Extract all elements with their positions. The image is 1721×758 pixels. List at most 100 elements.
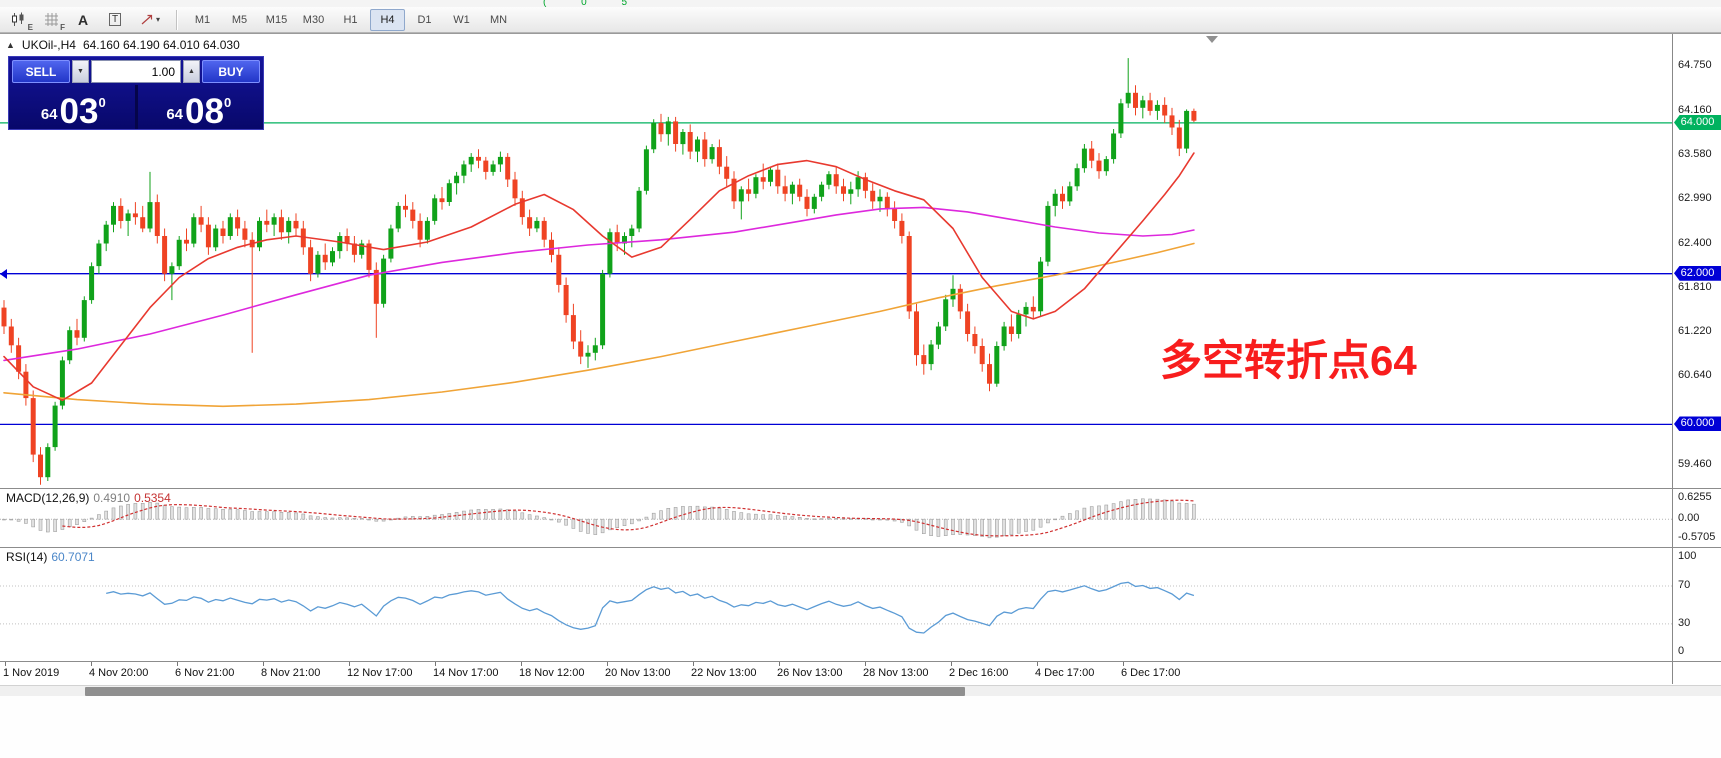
timeframe-button-m1[interactable]: M1 xyxy=(194,13,211,26)
chevron-down-icon: ▾ xyxy=(155,15,160,24)
sell-price-prefix: 64 xyxy=(40,106,58,123)
timeframe-button-w1[interactable]: W1 xyxy=(453,13,470,26)
macd-main-value: 0.4910 xyxy=(93,491,131,505)
time-axis-label: 20 Nov 13:00 xyxy=(605,667,671,679)
timeframe-button-h1[interactable]: H1 xyxy=(343,13,358,26)
timeframe-button-h4[interactable]: H4 xyxy=(370,8,405,31)
time-axis-tick xyxy=(693,662,694,666)
grid-glyph-icon xyxy=(44,13,58,26)
price-axis-label: 61.220 xyxy=(1678,325,1712,338)
macd-signal-value: 0.5354 xyxy=(134,491,171,505)
clipped-toolbar-row: ( 0 5 xyxy=(0,0,1721,7)
time-axis-label: 22 Nov 13:00 xyxy=(691,667,757,679)
time-axis-label: 12 Nov 17:00 xyxy=(347,667,413,679)
time-axis-label: 6 Dec 17:00 xyxy=(1121,667,1181,679)
time-axis-label: 6 Nov 21:00 xyxy=(175,667,235,679)
volume-input[interactable] xyxy=(91,60,181,83)
time-axis-label: 8 Nov 21:00 xyxy=(261,667,321,679)
rsi-panel-splitter[interactable] xyxy=(0,547,1721,548)
time-axis-tick xyxy=(607,662,608,666)
arrows-dropdown-button[interactable]: ▾ xyxy=(132,8,168,31)
price-axis[interactable]: 64.750 64.160 63.580 62.990 62.400 61.810 61.2… xyxy=(1672,34,1721,684)
time-axis-tick xyxy=(349,662,350,666)
chart-type-icon[interactable]: E xyxy=(4,8,34,32)
rsi-axis-label: 0 xyxy=(1678,645,1685,658)
time-axis-tick xyxy=(1037,662,1038,666)
price-level-tag: 64.000 xyxy=(1674,114,1721,130)
price-axis-label: 64.160 xyxy=(1678,103,1712,116)
text-tool-icon[interactable]: A xyxy=(68,8,98,31)
price-axis-label: 64.750 xyxy=(1678,59,1712,72)
sell-price-display[interactable]: 64 03 0 xyxy=(12,85,135,129)
rsi-value: 60.7071 xyxy=(51,550,95,564)
rsi-axis-label: 70 xyxy=(1678,578,1691,591)
icon-sub-label: F xyxy=(60,23,65,32)
one-click-collapse-button[interactable]: ▲ xyxy=(6,40,15,50)
main-price-chart-canvas[interactable] xyxy=(0,34,1672,487)
time-axis-tick xyxy=(779,662,780,666)
time-axis-tick xyxy=(91,662,92,666)
time-axis-tick xyxy=(521,662,522,666)
time-axis-tick xyxy=(951,662,952,666)
time-axis-label: 14 Nov 17:00 xyxy=(433,667,499,679)
icon-sub-label: E xyxy=(27,23,33,32)
letter-a-icon: A xyxy=(77,11,89,28)
timeframe-toolbar: M1 M5 M15 M30 H1 H4 D1 W1 MN xyxy=(184,8,517,31)
price-divider xyxy=(134,85,138,129)
sell-price-pip-digit: 0 xyxy=(98,95,106,110)
price-axis-label: 61.810 xyxy=(1678,281,1712,293)
chart-title: ▲ UKOil-,H4 64.160 64.190 64.010 64.030 xyxy=(6,38,240,52)
time-axis-label: 2 Dec 16:00 xyxy=(949,667,1009,679)
macd-label: MACD(12,26,9) 0.4910 0.5354 xyxy=(6,491,171,505)
volume-increase-button[interactable]: ▲ xyxy=(183,60,200,83)
sell-price-big-digits: 03 xyxy=(59,92,99,132)
chart-shift-marker-icon xyxy=(1206,36,1218,43)
toolbar-separator xyxy=(176,9,178,30)
rsi-axis-label: 100 xyxy=(1678,550,1697,563)
buy-button[interactable]: BUY xyxy=(202,60,260,83)
macd-axis-label: -0.5705 xyxy=(1678,531,1716,544)
level-line-anchor-icon xyxy=(0,269,7,279)
trade-controls-row: SELL ▼ ▲ BUY xyxy=(12,60,260,83)
time-axis-tick xyxy=(5,662,6,666)
symbol-period-label: UKOil-,H4 xyxy=(21,38,76,52)
timeframe-button-m15[interactable]: M15 xyxy=(265,13,288,26)
time-axis[interactable]: 1 Nov 2019 4 Nov 20:00 6 Nov 21:00 8 Nov 21… xyxy=(0,662,1672,684)
price-level-tag: 62.000 xyxy=(1674,265,1721,281)
buy-price-display[interactable]: 64 08 0 xyxy=(138,85,261,129)
time-axis-tick xyxy=(263,662,264,666)
timeframe-button-d1[interactable]: D1 xyxy=(417,13,432,26)
horizontal-scrollbar[interactable] xyxy=(0,685,1721,696)
scrollbar-thumb[interactable] xyxy=(85,687,965,696)
time-axis-label: 26 Nov 13:00 xyxy=(777,667,843,679)
buy-price-prefix: 64 xyxy=(166,106,183,123)
candlestick-icon xyxy=(12,12,24,26)
timeframe-button-m5[interactable]: M5 xyxy=(231,13,248,26)
timeframe-button-mn[interactable]: MN xyxy=(489,13,508,26)
buy-price-big-digits: 08 xyxy=(185,92,224,132)
macd-axis-label: 0.00 xyxy=(1678,512,1700,525)
price-axis-label: 62.400 xyxy=(1678,236,1712,249)
macd-axis-label: 0.6255 xyxy=(1678,491,1712,504)
time-axis-tick xyxy=(435,662,436,666)
macd-panel-splitter[interactable] xyxy=(0,488,1721,489)
price-axis-label: 62.990 xyxy=(1678,192,1712,205)
arrow-tool-icon xyxy=(141,14,153,25)
timeframe-button-m30[interactable]: M30 xyxy=(302,13,325,26)
macd-name: MACD(12,26,9) xyxy=(6,491,90,505)
bottom-empty-area xyxy=(0,696,1721,758)
boxed-t-icon: T xyxy=(108,13,122,26)
time-axis-label: 4 Dec 17:00 xyxy=(1035,667,1095,679)
chart-window-border xyxy=(0,33,1721,34)
text-label-tool-icon[interactable]: T xyxy=(100,8,130,31)
grid-icon[interactable]: F xyxy=(36,8,66,32)
rsi-name: RSI(14) xyxy=(6,550,48,564)
rsi-indicator-canvas[interactable] xyxy=(0,548,1672,660)
time-axis-label: 4 Nov 20:00 xyxy=(89,667,149,679)
chart-text-annotation[interactable]: 多空转折点64 xyxy=(1160,337,1417,384)
macd-indicator-canvas[interactable] xyxy=(0,489,1672,546)
volume-decrease-button[interactable]: ▼ xyxy=(72,60,89,83)
sell-button[interactable]: SELL xyxy=(12,60,70,83)
